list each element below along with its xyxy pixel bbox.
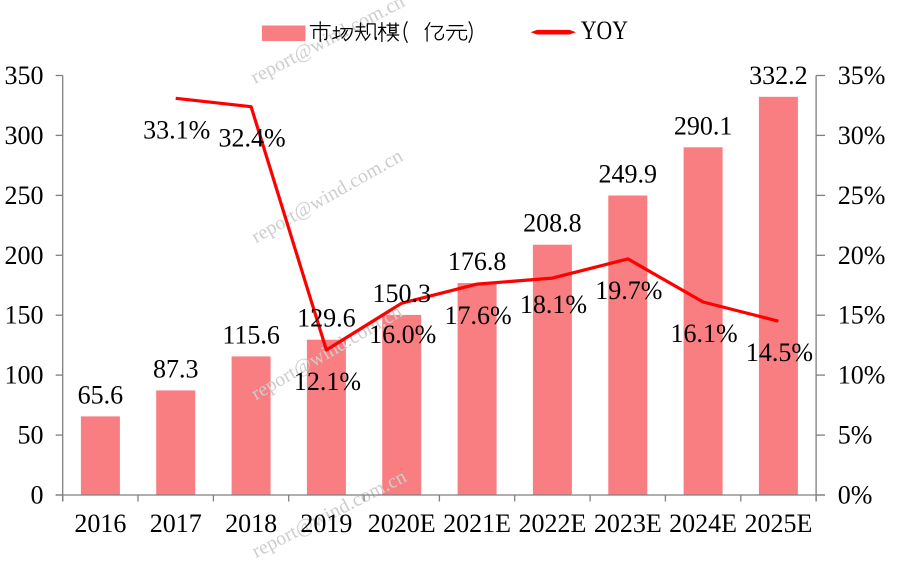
svg-text:19.7%: 19.7% [595, 276, 662, 305]
svg-text:129.6: 129.6 [297, 304, 356, 333]
svg-text:35%: 35% [838, 61, 886, 90]
svg-text:32.4%: 32.4% [219, 124, 286, 153]
svg-text:12.1%: 12.1% [294, 367, 361, 396]
svg-text:350: 350 [5, 61, 44, 90]
svg-text:176.8: 176.8 [448, 247, 507, 276]
svg-text:2023E: 2023E [594, 509, 662, 538]
svg-text:249.9: 249.9 [599, 160, 658, 189]
svg-text:17.6%: 17.6% [445, 301, 512, 330]
svg-text:18.1%: 18.1% [520, 290, 587, 319]
svg-text:16.0%: 16.0% [369, 320, 436, 349]
svg-text:10%: 10% [838, 361, 886, 390]
svg-text:300: 300 [5, 121, 44, 150]
svg-text:115.6: 115.6 [222, 320, 280, 349]
svg-text:50: 50 [18, 421, 44, 450]
svg-text:150.3: 150.3 [372, 279, 431, 308]
svg-text:15%: 15% [838, 301, 886, 330]
svg-text:250: 250 [5, 181, 44, 210]
svg-text:YOY: YOY [581, 15, 628, 45]
svg-text:33.1%: 33.1% [143, 115, 210, 144]
svg-text:332.2: 332.2 [749, 61, 808, 90]
svg-text:87.3: 87.3 [153, 354, 199, 383]
svg-text:30%: 30% [838, 121, 886, 150]
svg-text:2022E: 2022E [518, 509, 586, 538]
svg-text:290.1: 290.1 [674, 111, 733, 140]
svg-text:20%: 20% [838, 241, 886, 270]
svg-text:100: 100 [5, 361, 44, 390]
svg-text:2025E: 2025E [744, 509, 812, 538]
svg-text:2024E: 2024E [669, 509, 737, 538]
svg-text:2020E: 2020E [368, 509, 436, 538]
svg-text:208.8: 208.8 [523, 209, 582, 238]
svg-text:200: 200 [5, 241, 44, 270]
svg-text:2018: 2018 [225, 509, 277, 538]
svg-text:65.6: 65.6 [78, 380, 124, 409]
svg-text:0%: 0% [838, 481, 873, 510]
svg-text:2021E: 2021E [443, 509, 511, 538]
svg-text:2017: 2017 [150, 509, 202, 538]
svg-text:2019: 2019 [300, 509, 352, 538]
svg-text:2016: 2016 [74, 509, 126, 538]
svg-text:0: 0 [31, 481, 44, 510]
svg-text:5%: 5% [838, 421, 873, 450]
svg-text:150: 150 [5, 301, 44, 330]
svg-text:25%: 25% [838, 181, 886, 210]
svg-text:16.1%: 16.1% [671, 319, 738, 348]
svg-text:14.5%: 14.5% [746, 338, 813, 367]
